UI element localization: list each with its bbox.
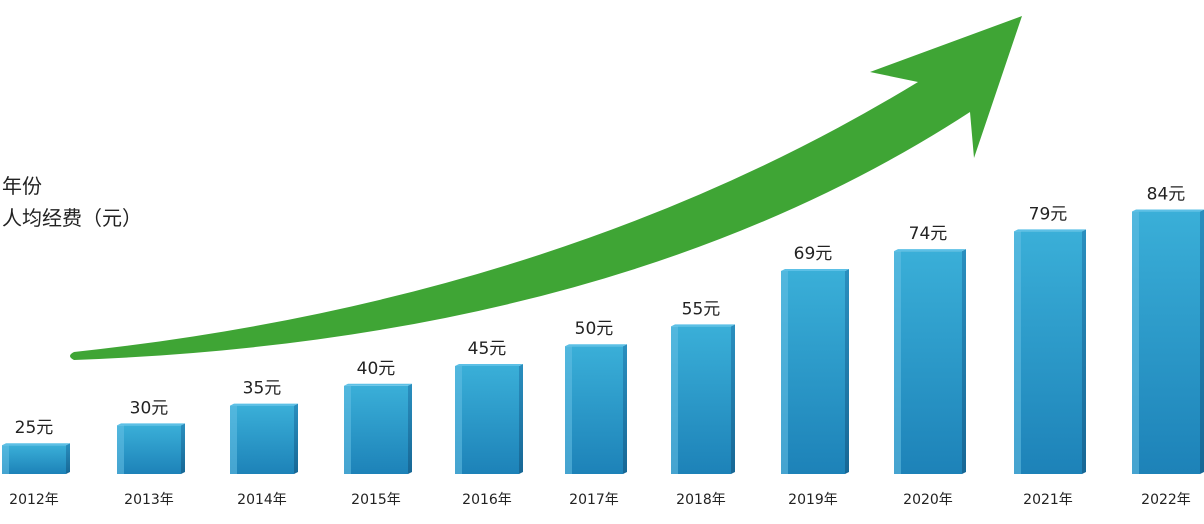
bar-highlight (1014, 231, 1021, 474)
bar-2015年 (344, 385, 408, 474)
bar-top (1132, 209, 1204, 212)
bar-2018年 (671, 326, 731, 474)
bar-highlight (781, 270, 788, 474)
bar-group (2, 209, 1204, 474)
bar-side (181, 423, 185, 474)
data-label: 74元 (909, 224, 948, 244)
x-tick-label: 2021年 (1023, 492, 1073, 508)
x-tick-label: 2014年 (237, 492, 287, 508)
bar-2017年 (565, 346, 623, 474)
x-tick-label: 2022年 (1141, 492, 1191, 508)
bar-top (781, 268, 849, 271)
x-tick-label-group: 2012年 2013年 2014年 2015年 2016年 2017年 2018年 2019年… (9, 492, 1191, 508)
bar-highlight (671, 326, 678, 474)
bar-highlight (1132, 211, 1139, 474)
bar-highlight (230, 405, 237, 474)
x-tick-label: 2020年 (903, 492, 953, 508)
bar-2014年 (230, 405, 294, 474)
legend-cost-label: 人均经费（元） (2, 206, 142, 230)
trend-arrow-icon (70, 16, 1022, 360)
bar-2012年 (2, 445, 66, 474)
bar-top (671, 324, 735, 327)
bar-2020年 (894, 251, 962, 474)
bar-top (2, 443, 70, 446)
x-tick-label: 2017年 (569, 492, 619, 508)
data-label: 55元 (682, 299, 721, 319)
x-tick-label: 2015年 (351, 492, 401, 508)
bar-top (565, 344, 627, 347)
data-label: 84元 (1147, 185, 1186, 205)
x-tick-label: 2018年 (676, 492, 726, 508)
bar-2016年 (455, 366, 519, 474)
bar-side (962, 249, 966, 474)
data-label: 30元 (130, 398, 169, 418)
data-label: 50元 (575, 319, 614, 339)
x-tick-label: 2016年 (462, 492, 512, 508)
x-tick-label: 2013年 (124, 492, 174, 508)
bar-top (894, 249, 966, 252)
data-label: 25元 (15, 418, 54, 438)
bar-2022年 (1132, 211, 1200, 474)
data-label: 79元 (1029, 204, 1068, 224)
bar-2013年 (117, 425, 181, 474)
data-label: 40元 (357, 359, 396, 379)
data-label: 69元 (794, 244, 833, 264)
bar-highlight (565, 346, 572, 474)
bar-highlight (117, 425, 124, 474)
bar-side (519, 364, 523, 474)
bar-highlight (2, 445, 9, 474)
bar-side (294, 403, 298, 474)
bar-side (1200, 209, 1204, 474)
data-label-group: 25元 30元 35元 40元 45元 50元 55元 69元 74元 79元 84元 (15, 185, 1186, 439)
bar-side (408, 383, 412, 474)
data-label: 45元 (468, 339, 507, 359)
data-label: 35元 (243, 379, 282, 399)
x-tick-label: 2012年 (9, 492, 59, 508)
bar-top (230, 403, 298, 406)
x-tick-label: 2019年 (788, 492, 838, 508)
bar-top (344, 383, 412, 386)
bar-2019年 (781, 270, 845, 474)
bar-2021年 (1014, 231, 1082, 474)
bar-side (66, 443, 70, 474)
bar-top (117, 423, 185, 426)
bar-side (731, 324, 735, 474)
bar-side (623, 344, 627, 474)
legend-year-label: 年份 (2, 174, 42, 198)
bar-highlight (894, 251, 901, 474)
bar-top (455, 364, 523, 366)
bar-highlight (455, 366, 462, 474)
bar-side (845, 268, 849, 474)
bar-highlight (344, 385, 351, 474)
bar-side (1082, 229, 1086, 474)
bar-top (1014, 229, 1086, 232)
